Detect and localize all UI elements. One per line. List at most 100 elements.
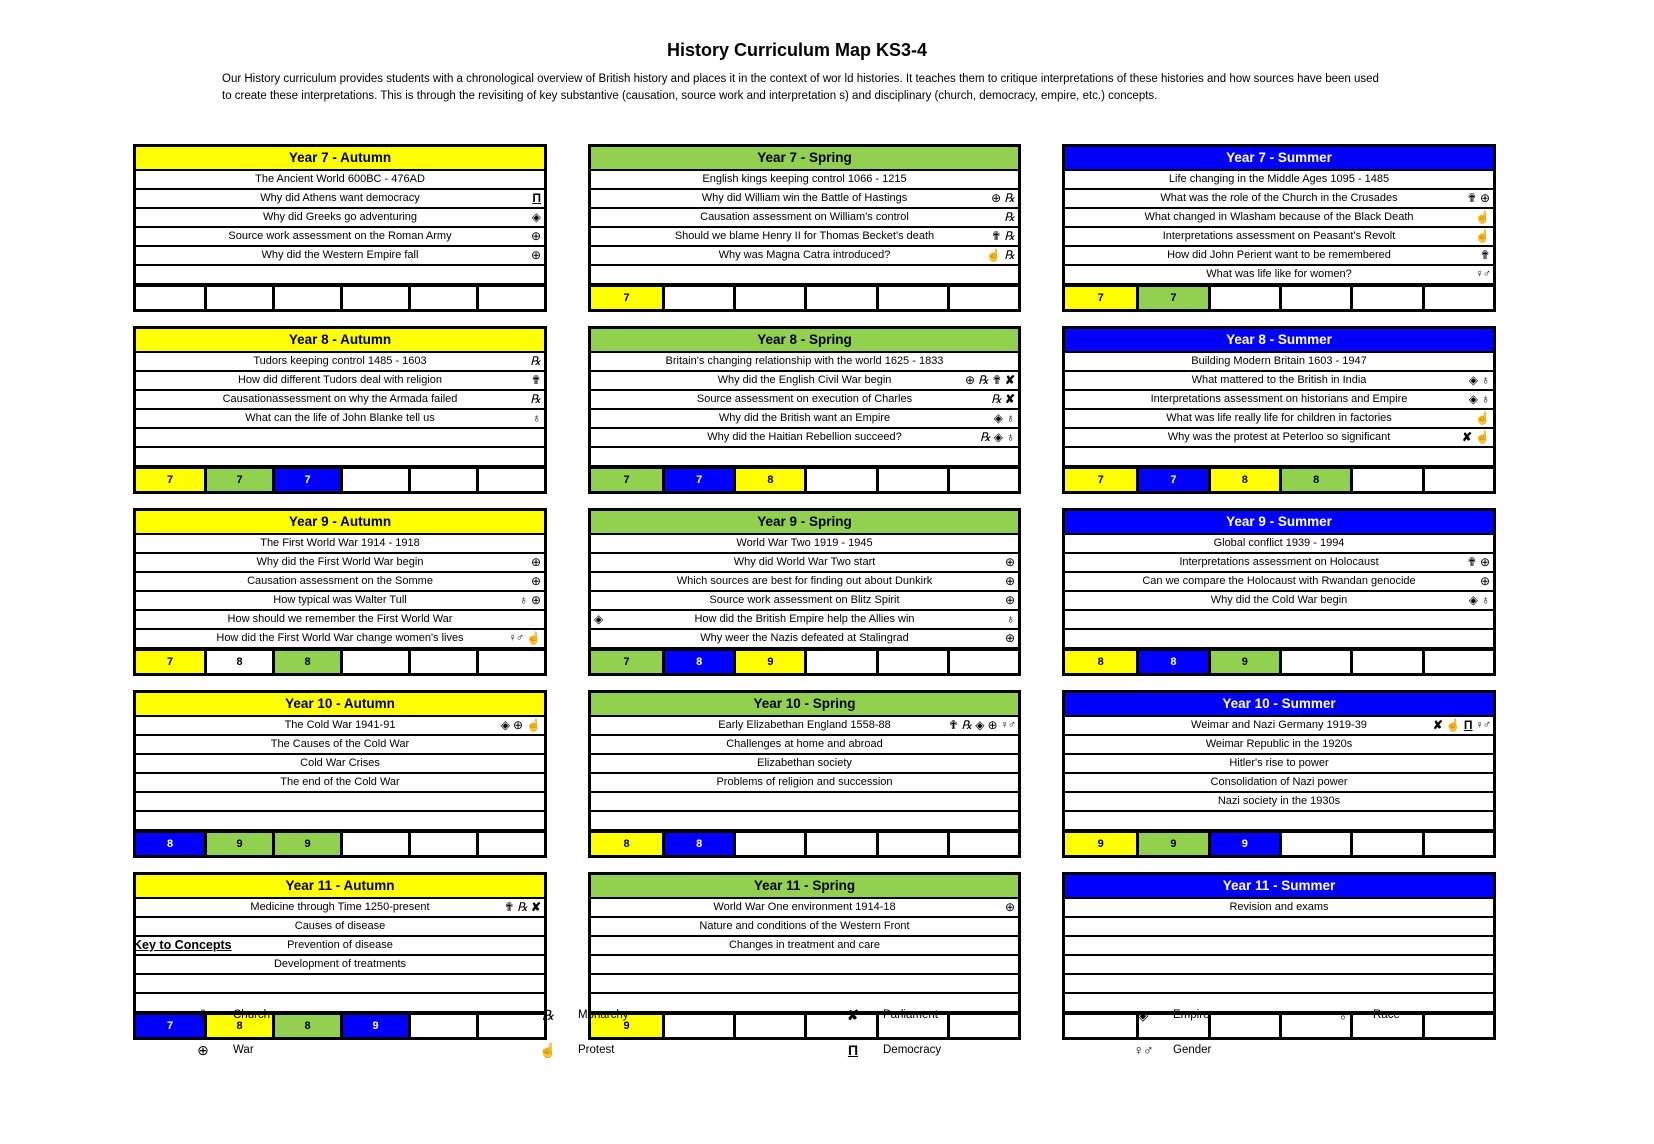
footer-cell [875,651,947,673]
row-text: Why did the Haitian Rebellion succeed? [707,431,902,443]
footer-cell [946,287,1018,309]
table-row: Why did the Western Empire fall ⊕ [136,247,544,266]
footer-cell [1350,469,1422,491]
key-item-protest: ☝ Protest [538,1041,843,1059]
row-text: How should we remember the First World W… [227,613,453,625]
protest-icon: ☝ [1445,718,1461,732]
row-icons-right: Π [532,190,541,207]
row-text: How did John Perient want to be remember… [1167,249,1391,261]
table-row [136,994,544,1013]
key-item-label: Parliament [883,1009,938,1021]
table-row: How did the First World War change women… [136,630,544,649]
footer-cell: 8 [136,833,204,855]
church-icon: ✟ [1466,191,1477,205]
table-header: Year 9 - Summer [1065,511,1493,535]
row-text: World War One environment 1914-18 [713,901,896,913]
footer-cell [946,651,1018,673]
row-icons-right: ⊕ [1005,592,1015,609]
table-row: Changes in treatment and care [591,937,1018,956]
church-icon: ✟ [1479,248,1490,262]
table-row [1065,975,1493,994]
protest-icon: ☝ [1475,210,1490,224]
democracy-icon: Π [1463,718,1473,732]
curriculum-table-year10-autumn: Year 10 - Autumn The Cold War 1941-91 ◈ ⊕ ☝ T… [133,690,547,858]
row-text: Can we compare the Holocaust with Rwanda… [1142,575,1416,587]
table-header: Year 8 - Autumn [136,329,544,353]
row-text: The First World War 1914 - 1918 [260,537,420,549]
row-icons-right: ⊕ ℞ ✟ ✘ [965,372,1015,389]
war-icon: ⊕ [1479,555,1490,569]
key-item-democracy: Π Democracy [843,1041,1133,1059]
table-row: Causes of disease [136,918,544,937]
footer-cell: 8 [272,1015,340,1037]
row-text: Problems of religion and succession [716,776,893,788]
footer-cell [804,287,876,309]
gender-icon: ♀♂ [1133,1042,1154,1058]
footer-cell: 9 [1207,833,1279,855]
footer-cell [662,1015,734,1037]
table-row: Early Elizabethan England 1558-88 ✟ ℞ ◈ ⊕ ♀♂ [591,717,1018,736]
table-row: Revision and exams [1065,899,1493,918]
gender-icon: ♀♂ [1475,719,1491,731]
row-text: Building Modern Britain 1603 - 1947 [1191,355,1367,367]
footer-cell: 9 [591,1015,663,1037]
footer-cell [476,833,544,855]
table-row: How did John Perient want to be remember… [1065,247,1493,266]
key-item-label: Monarchy [578,1009,629,1021]
footer-cell: 7 [1136,287,1208,309]
footer-cell [662,287,734,309]
table-row: ◈ How did the British Empire help the All… [591,611,1018,630]
table-row: Causation assessment on William's contro… [591,209,1018,228]
monarchy-icon: ℞ [991,392,1002,406]
row-text: What was life like for women? [1206,268,1352,280]
curriculum-table-year8-summer: Year 8 - Summer Building Modern Britain 1… [1062,326,1496,494]
row-icons-right: ◈ ♁ [1469,391,1490,408]
footer-cell [1207,1015,1279,1037]
row-icons-right: ♁ ⊕ [519,592,541,609]
table-header: Year 10 - Autumn [136,693,544,717]
key-item-gender: ♀♂ Gender [1133,1041,1333,1059]
table-row [1065,611,1493,630]
footer-cell [272,287,340,309]
race-icon: ♁ [1481,392,1490,406]
table-row: Why did the English Civil War begin ⊕ ℞ ✟ ✘ [591,372,1018,391]
table-row [1065,812,1493,831]
row-icons-right: ☝ [1475,228,1490,245]
curriculum-table-year11-spring: Year 11 - Spring World War One environmen… [588,872,1021,1040]
row-text: Britain's changing relationship with the… [665,355,944,367]
footer-cell [946,1015,1018,1037]
intro-line-2: to create these interpretations. This is… [222,89,1158,102]
race-icon: ♁ [1006,612,1015,626]
row-icons-right: ℞ [530,353,541,370]
war-icon: ⊕ [1479,191,1490,205]
table-row: Can we compare the Holocaust with Rwanda… [1065,573,1493,592]
row-text: Cold War Crises [300,757,380,769]
protest-icon: ☝ [1475,411,1490,425]
parliament-icon: ✘ [1004,392,1015,406]
row-text: Development of treatments [273,958,407,970]
church-icon: ✟ [530,373,541,387]
footer-cell: 7 [136,1015,204,1037]
war-icon: ⊕ [991,191,1002,205]
row-icons-right: ⊕ ℞ [991,190,1015,207]
footer-cell [408,469,476,491]
row-icons-left: ◈ [594,611,603,628]
table-row: What was the role of the Church in the C… [1065,190,1493,209]
footer-cell [804,651,876,673]
row-text: Life changing in the Middle Ages 1095 - … [1168,173,1390,185]
key-item-church: ✟ Church [193,1006,538,1024]
table-header: Year 10 - Summer [1065,693,1493,717]
table-row: Causationassessment on why the Armada fa… [136,391,544,410]
table-row: The Causes of the Cold War [136,736,544,755]
table-row: Which sources are best for finding out a… [591,573,1018,592]
parliament-icon: ✘ [530,900,541,914]
row-text: The Ancient World 600BC - 476AD [255,173,425,185]
table-row [1065,994,1493,1013]
table-row: Why did William win the Battle of Hastin… [591,190,1018,209]
table-row: What mattered to the British in India ◈ ♁ [1065,372,1493,391]
row-text: Causation assessment on William's contro… [700,211,909,223]
monarchy-icon: ℞ [1004,229,1015,243]
empire-icon: ◈ [993,430,1003,444]
